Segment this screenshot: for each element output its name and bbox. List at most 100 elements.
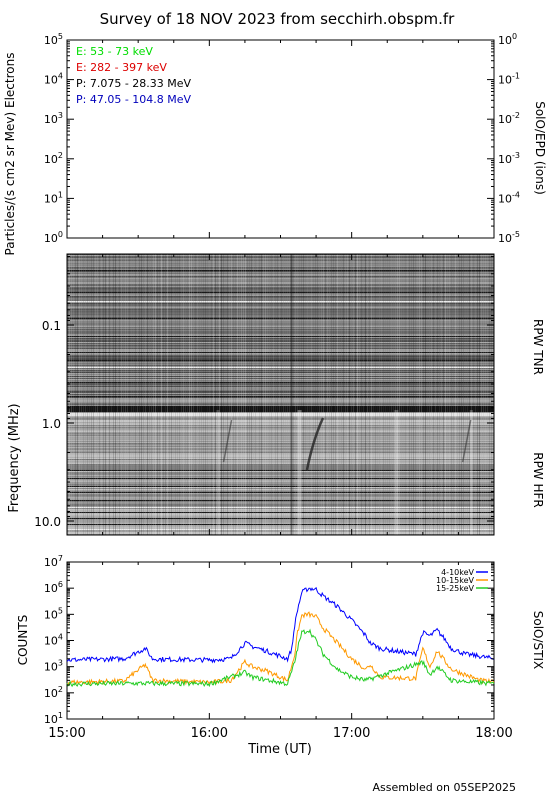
spectrogram-column (397, 254, 398, 535)
spectrogram-row (67, 400, 494, 401)
spectrogram-column (367, 254, 368, 535)
spectrogram-row (67, 273, 494, 274)
epd-panel: 100 101 102 103 104 105 10-5 10-4 10-3 10-2 10-1 10… (3, 32, 547, 255)
spectrogram-row (67, 391, 494, 392)
spectrogram-row (67, 283, 494, 284)
spectrogram-row (67, 488, 494, 489)
epd-legend-entry: E: 53 - 73 keV (76, 45, 153, 58)
spectrogram-column (439, 254, 440, 535)
spectrogram-column (285, 254, 286, 535)
spectrogram-row (67, 267, 494, 268)
spectrogram-row (67, 481, 494, 482)
spectrogram-row (67, 410, 494, 411)
spectrogram-row (67, 380, 494, 381)
spectrogram-row (67, 286, 494, 287)
spectrogram-column (233, 254, 234, 535)
spectrogram-column (487, 254, 488, 535)
stix-y-tick-label: 105 (44, 606, 63, 621)
spectrogram-row (67, 396, 494, 397)
spectrogram-row (67, 506, 494, 507)
spectrogram-column (275, 254, 276, 535)
spectrogram-column (181, 254, 182, 535)
spectrogram-column (477, 254, 478, 535)
spectrogram-row (67, 440, 494, 441)
spectrogram-row (67, 459, 494, 460)
spectrogram-row (67, 327, 494, 328)
spectrogram-column (485, 254, 486, 535)
spectrogram-column (465, 254, 466, 535)
spectrogram-column (481, 254, 482, 535)
stix-y-tick-label: 103 (44, 659, 63, 674)
spectrogram-column (93, 254, 94, 535)
spectrogram-column (255, 254, 256, 535)
spectrogram-row (67, 434, 494, 435)
spectrogram-row (67, 431, 494, 432)
spectrogram-row (67, 498, 494, 499)
spectrogram-column (223, 254, 224, 535)
spectrogram-row (67, 489, 494, 490)
spectrogram-row (67, 524, 494, 525)
spectrogram-column (155, 254, 156, 535)
spectrogram-drifting-burst (461, 419, 472, 463)
spectrogram-column (431, 254, 432, 535)
spectrogram-column (437, 254, 438, 535)
spectrogram-row (67, 455, 494, 456)
spectrogram-column (247, 254, 248, 535)
rpw-y-label: Frequency (MHz) (7, 403, 22, 512)
spectrogram-column (369, 254, 370, 535)
spectrogram-row (67, 370, 494, 371)
spectrogram-row (67, 328, 494, 329)
spectrogram-row (67, 433, 494, 434)
spectrogram-column (421, 254, 422, 535)
spectrogram-column (205, 254, 206, 535)
spectrogram-row (67, 272, 494, 273)
spectrogram-row (67, 476, 494, 477)
spectrogram-column (75, 254, 76, 535)
spectrogram-row (67, 491, 494, 492)
spectrogram-column (195, 254, 196, 535)
spectrogram-row (67, 269, 494, 270)
spectrogram-column (471, 254, 472, 535)
spectrogram-row (67, 263, 494, 264)
spectrogram-column (167, 254, 168, 535)
spectrogram-column (385, 254, 386, 535)
spectrogram-row (67, 472, 494, 473)
spectrogram-row (67, 499, 494, 500)
spectrogram-row (67, 291, 494, 292)
spectrogram-row (67, 295, 494, 296)
spectrogram-row (67, 405, 494, 406)
spectrogram-row (67, 317, 494, 318)
spectrogram-column (131, 254, 132, 535)
spectrogram-column (123, 254, 124, 535)
stix-plot-frame (66, 561, 495, 720)
spectrogram-row (67, 450, 494, 451)
spectrogram-column (329, 254, 330, 535)
spectrogram-row (67, 321, 494, 322)
spectrogram-row (67, 329, 494, 330)
spectrogram-row (67, 397, 494, 398)
spectrogram-row (67, 347, 494, 348)
epd-y-tick-label: 104 (44, 72, 63, 87)
spectrogram-column (251, 254, 252, 535)
rpw-panel: 0.1 1.0 10.0 Frequency (MHz) RPW TNR RPW H… (7, 253, 545, 536)
spectrogram-column (135, 254, 136, 535)
spectrogram-column (279, 254, 280, 535)
spectrogram-row (67, 331, 494, 332)
spectrogram-column (379, 254, 380, 535)
spectrogram-row (67, 301, 494, 302)
spectrogram-row (67, 259, 494, 260)
spectrogram-column (193, 254, 194, 535)
spectrogram-column (343, 254, 344, 535)
spectrogram-column (119, 254, 120, 535)
spectrogram-column (89, 254, 90, 535)
spectrogram-column (157, 254, 158, 535)
spectrogram-row (67, 336, 494, 337)
spectrogram-row (67, 495, 494, 496)
spectrogram-row (67, 330, 494, 331)
spectrogram-column (187, 254, 188, 535)
spectrogram-column (389, 254, 390, 535)
spectrogram-column (425, 254, 426, 535)
spectrogram-column (399, 254, 400, 535)
spectrogram-row (67, 402, 494, 403)
